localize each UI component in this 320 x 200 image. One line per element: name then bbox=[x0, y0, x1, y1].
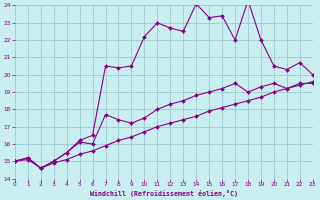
X-axis label: Windchill (Refroidissement éolien,°C): Windchill (Refroidissement éolien,°C) bbox=[90, 190, 238, 197]
